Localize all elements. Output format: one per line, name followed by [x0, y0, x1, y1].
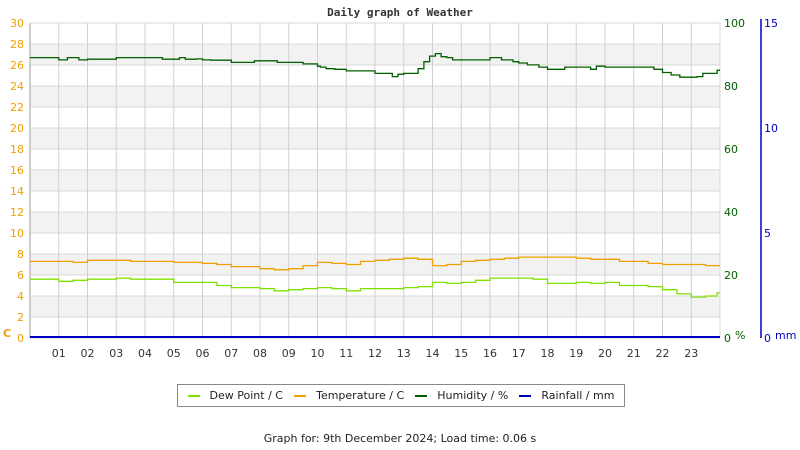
svg-text:04: 04	[138, 347, 152, 360]
svg-text:12: 12	[368, 347, 382, 360]
time-axis: 01 02 03 04 05 06 07 08 09 10 11 12 13 14 15 16 17 18 19 20…	[52, 347, 699, 360]
svg-text:8: 8	[17, 248, 24, 261]
svg-text:12: 12	[10, 206, 24, 219]
humidity-swatch-icon	[415, 394, 428, 397]
svg-text:40: 40	[724, 206, 738, 219]
svg-text:05: 05	[167, 347, 181, 360]
svg-text:10: 10	[764, 122, 778, 135]
svg-text:5: 5	[764, 227, 771, 240]
svg-text:03: 03	[109, 347, 123, 360]
rainfall-unit-label: mm	[775, 329, 796, 342]
svg-text:10: 10	[311, 347, 325, 360]
legend-item-humidity: Humidity / %	[415, 389, 508, 402]
legend-item-rainfall: Rainfall / mm	[519, 389, 614, 402]
svg-text:0: 0	[764, 332, 771, 345]
humidity-axis: 0 20 40 60 80 100	[724, 17, 745, 345]
temperature-swatch-icon	[294, 394, 307, 397]
svg-text:15: 15	[764, 17, 778, 30]
svg-text:13: 13	[397, 347, 411, 360]
svg-text:01: 01	[52, 347, 66, 360]
legend-label: Humidity / %	[437, 389, 509, 402]
legend-label: Temperature / C	[316, 389, 405, 402]
chart-legend: Dew Point / C Temperature / C Humidity /…	[177, 384, 625, 407]
svg-text:10: 10	[10, 227, 24, 240]
svg-text:30: 30	[10, 17, 24, 30]
svg-text:22: 22	[10, 101, 24, 114]
humidity-unit-label: %	[735, 329, 745, 342]
svg-text:4: 4	[17, 290, 24, 303]
svg-text:22: 22	[656, 347, 670, 360]
svg-text:21: 21	[627, 347, 641, 360]
svg-text:02: 02	[81, 347, 95, 360]
svg-text:14: 14	[10, 185, 24, 198]
svg-text:06: 06	[196, 347, 210, 360]
graph-footer: Graph for: 9th December 2024; Load time:…	[263, 432, 537, 445]
rainfall-swatch-icon	[519, 394, 532, 397]
svg-text:16: 16	[10, 164, 24, 177]
svg-text:26: 26	[10, 59, 24, 72]
rainfall-axis: 0 5 10 15	[760, 17, 778, 345]
svg-text:18: 18	[10, 143, 24, 156]
svg-text:20: 20	[724, 269, 738, 282]
series-lines	[30, 52, 720, 338]
svg-text:24: 24	[10, 80, 24, 93]
legend-label: Dew Point / C	[209, 389, 283, 402]
svg-text:0: 0	[17, 332, 24, 345]
chart-title: Daily graph of Weather	[327, 6, 473, 19]
svg-text:60: 60	[724, 143, 738, 156]
svg-text:14: 14	[426, 347, 440, 360]
svg-text:23: 23	[684, 347, 698, 360]
svg-text:6: 6	[17, 269, 24, 282]
dew-point-swatch-icon	[187, 394, 200, 397]
svg-text:100: 100	[724, 17, 745, 30]
svg-text:19: 19	[569, 347, 583, 360]
svg-text:20: 20	[10, 122, 24, 135]
svg-text:08: 08	[253, 347, 267, 360]
svg-text:0: 0	[724, 332, 731, 345]
svg-text:07: 07	[224, 347, 238, 360]
svg-text:20: 20	[598, 347, 612, 360]
svg-text:16: 16	[483, 347, 497, 360]
svg-text:80: 80	[724, 80, 738, 93]
svg-text:2: 2	[17, 311, 24, 324]
svg-text:18: 18	[541, 347, 555, 360]
svg-text:09: 09	[282, 347, 296, 360]
legend-item-dew-point: Dew Point / C	[187, 389, 283, 402]
svg-text:28: 28	[10, 38, 24, 51]
svg-text:15: 15	[454, 347, 468, 360]
temperature-unit-label: C	[3, 327, 11, 340]
legend-item-temperature: Temperature / C	[294, 389, 404, 402]
svg-text:17: 17	[512, 347, 526, 360]
legend-label: Rainfall / mm	[541, 389, 615, 402]
svg-text:11: 11	[339, 347, 353, 360]
